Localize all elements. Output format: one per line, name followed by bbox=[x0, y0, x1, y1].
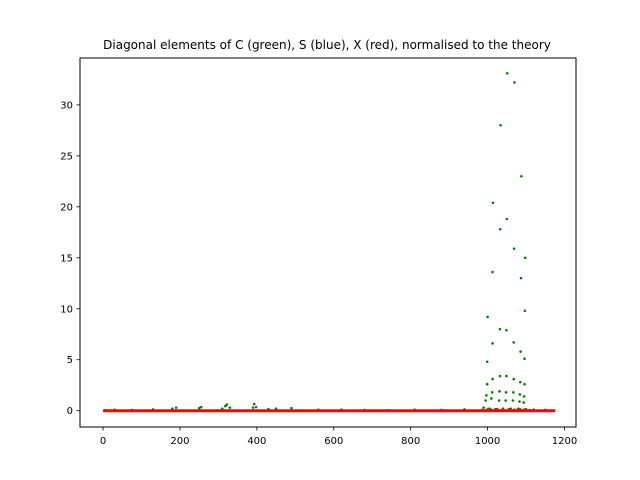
data-point bbox=[505, 328, 508, 332]
data-point bbox=[522, 408, 526, 411]
y-tick-label: 25 bbox=[60, 151, 73, 162]
data-point bbox=[254, 405, 258, 409]
data-point bbox=[498, 227, 502, 231]
data-point bbox=[251, 406, 255, 409]
data-point bbox=[523, 309, 527, 313]
data-point bbox=[491, 377, 494, 381]
x-tick-label: 800 bbox=[401, 436, 420, 447]
data-point bbox=[498, 374, 502, 378]
data-point bbox=[252, 402, 256, 406]
x-tick-label: 600 bbox=[324, 436, 343, 447]
data-point bbox=[501, 408, 505, 411]
data-point bbox=[225, 403, 229, 406]
data-point bbox=[523, 256, 527, 260]
data-point bbox=[513, 408, 516, 411]
data-point bbox=[490, 391, 494, 394]
series-2 bbox=[103, 407, 556, 413]
data-point bbox=[505, 71, 509, 75]
data-point bbox=[485, 382, 489, 386]
data-point bbox=[519, 276, 523, 280]
y-tick-label: 30 bbox=[60, 100, 73, 111]
data-point bbox=[495, 407, 499, 411]
data-point bbox=[491, 270, 494, 274]
data-point bbox=[523, 382, 526, 386]
data-point bbox=[480, 408, 484, 412]
y-tick-label: 15 bbox=[60, 253, 73, 264]
x-tick-label: 1200 bbox=[552, 436, 577, 447]
data-point bbox=[497, 399, 501, 402]
y-tick-label: 20 bbox=[60, 202, 73, 213]
data-point bbox=[485, 394, 488, 397]
x-tick-label: 1000 bbox=[475, 436, 500, 447]
x-tick-label: 400 bbox=[247, 436, 266, 447]
data-point bbox=[491, 342, 494, 345]
y-tick-label: 10 bbox=[60, 304, 73, 315]
x-tick-label: 200 bbox=[170, 436, 189, 447]
data-point bbox=[505, 217, 509, 221]
data-point bbox=[174, 406, 178, 409]
data-point bbox=[491, 201, 495, 205]
axes: 0 200 400 600 800 1000 1200 0 5 10 15 20 25 30 bbox=[60, 100, 577, 447]
chart-title: Diagonal elements of C (green), S (blue)… bbox=[103, 38, 551, 52]
data-point bbox=[484, 399, 487, 402]
data-point bbox=[290, 406, 293, 410]
data-point bbox=[511, 399, 515, 402]
data-point bbox=[499, 123, 502, 127]
data-point bbox=[490, 397, 493, 400]
data-point bbox=[512, 391, 515, 394]
data-point bbox=[512, 247, 516, 250]
data-point bbox=[485, 360, 489, 364]
data-point bbox=[504, 391, 508, 394]
data-point bbox=[486, 315, 489, 319]
data-point bbox=[486, 408, 489, 411]
plot-area bbox=[103, 71, 556, 413]
y-tick-label: 5 bbox=[67, 355, 73, 366]
data-point bbox=[528, 408, 532, 412]
data-point bbox=[522, 395, 526, 398]
data-point bbox=[504, 399, 507, 402]
data-point bbox=[490, 408, 493, 411]
data-point bbox=[199, 405, 203, 409]
data-point bbox=[520, 174, 523, 178]
data-point bbox=[505, 374, 508, 378]
data-point bbox=[507, 407, 511, 411]
data-point bbox=[498, 327, 502, 331]
data-point bbox=[498, 390, 501, 393]
data-point bbox=[522, 401, 526, 404]
data-point bbox=[197, 406, 201, 410]
data-point bbox=[518, 393, 522, 396]
data-point bbox=[518, 380, 522, 384]
data-point bbox=[523, 357, 526, 361]
data-point bbox=[518, 400, 521, 403]
data-point bbox=[512, 377, 516, 381]
data-point bbox=[519, 350, 522, 353]
series-0 bbox=[103, 71, 547, 412]
data-point bbox=[512, 341, 516, 344]
data-point bbox=[518, 408, 522, 411]
data-point bbox=[513, 81, 516, 84]
data-point bbox=[228, 406, 232, 409]
axes-frame bbox=[79, 57, 577, 428]
y-tick-label: 0 bbox=[67, 406, 73, 417]
x-tick-label: 0 bbox=[100, 436, 106, 447]
data-point bbox=[482, 406, 486, 409]
